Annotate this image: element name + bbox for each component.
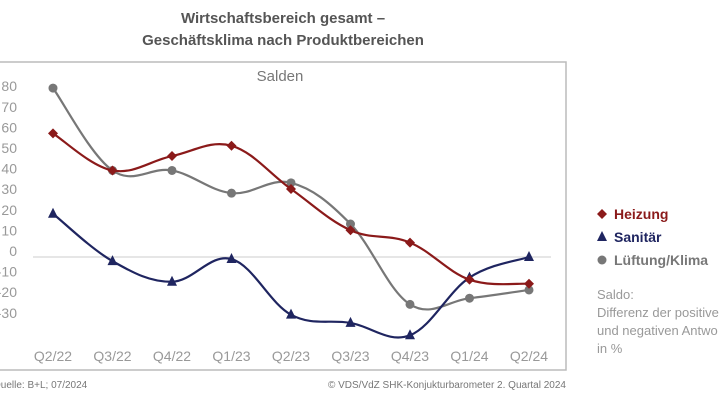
legend-item: Sanitär [596,225,708,248]
y-tick-label: -10 [0,264,17,280]
data-point-sanitr [286,308,296,319]
legend-label: Sanitär [614,228,662,245]
data-point-lftungklima [405,299,415,309]
data-point-lftungklima [227,188,236,198]
series-line-sanitr [52,212,530,339]
data-point-lftungklima [465,293,474,303]
x-tick-label: Q1/24 [450,348,488,364]
data-point-sanitr [226,253,237,264]
data-point-lftungklima [48,83,58,93]
legend-marker [597,255,607,264]
y-tick-label: -30 [0,305,17,321]
y-tick-label: 0 [9,243,17,259]
y-tick-label: -20 [0,284,17,300]
legend-item: Lüftung/Klima [596,248,708,271]
legend-label: Lüftung/Klima [614,251,709,268]
y-tick-label: 10 [1,222,17,238]
copyright-note: © VDS/VdZ SHK-Konjukturbarometer 2. Quar… [327,380,566,391]
data-point-heizung [405,237,415,248]
x-tick-label: Q3/22 [93,348,131,364]
data-point-sanitr [107,255,118,266]
circle-icon [597,255,607,264]
data-point-heizung [286,184,296,195]
series-line-lftungklima [52,87,530,311]
diamond-icon [597,208,607,219]
note-line: in % [597,341,623,356]
series-line-heizung [52,132,530,286]
inner-label: Salden [257,68,304,85]
y-tick-label: 70 [1,99,17,115]
x-tick-label: Q3/23 [331,348,369,364]
x-tick-label: Q2/22 [34,348,72,364]
source-note: Quelle: B+L; 07/2024 [0,380,88,391]
data-point-lftungklima [346,219,355,229]
data-point-heizung [524,278,534,289]
data-point-sanitr [345,316,356,327]
data-point-heizung [167,151,177,162]
data-point-heizung [464,274,475,285]
y-tick-label: 40 [1,161,17,177]
legend-label: Heizung [614,205,669,222]
y-tick-label: 20 [1,202,17,218]
x-tick-label: Q4/22 [153,348,191,364]
x-tick-label: Q2/24 [510,348,548,364]
data-point-sanitr [524,251,534,261]
y-tick-label: 30 [1,181,17,197]
data-point-sanitr [405,329,415,340]
legend-marker [597,208,607,219]
note-line: Saldo: [597,287,634,302]
data-point-sanitr [167,275,177,286]
y-tick-label: 50 [1,140,17,156]
note-line: und negativen Antwo [597,323,718,338]
plot-frame [0,61,567,371]
data-point-heizung [107,165,118,176]
data-point-lftungklima [167,165,177,175]
x-tick-label: Q2/23 [272,348,310,364]
y-tick-label: 80 [1,78,17,94]
data-point-heizung [345,225,356,236]
note-line: Differenz der positive [597,305,719,320]
triangle-icon [597,230,607,241]
legend-item: Heizung [596,202,708,225]
saldo-note: Saldo: Differenz der positive und negati… [597,286,719,358]
data-point-sanitr [48,207,58,218]
y-tick-label: 60 [1,119,17,135]
data-point-heizung [48,128,58,139]
x-tick-label: Q1/23 [212,348,250,364]
chart-title: Wirtschaftsbereich gesamt – Geschäftskli… [0,8,566,52]
title-line-2: Geschäftsklima nach Produktbereichen [142,32,424,49]
data-point-lftungklima [286,178,296,188]
legend-marker [597,230,607,241]
title-line-1: Wirtschaftsbereich gesamt – [180,10,386,27]
x-tick-label: Q4/23 [391,348,429,364]
legend: Heizung Sanitär Lüftung/Klima [596,202,708,271]
data-point-lftungklima [524,285,534,295]
data-point-heizung [226,140,237,151]
